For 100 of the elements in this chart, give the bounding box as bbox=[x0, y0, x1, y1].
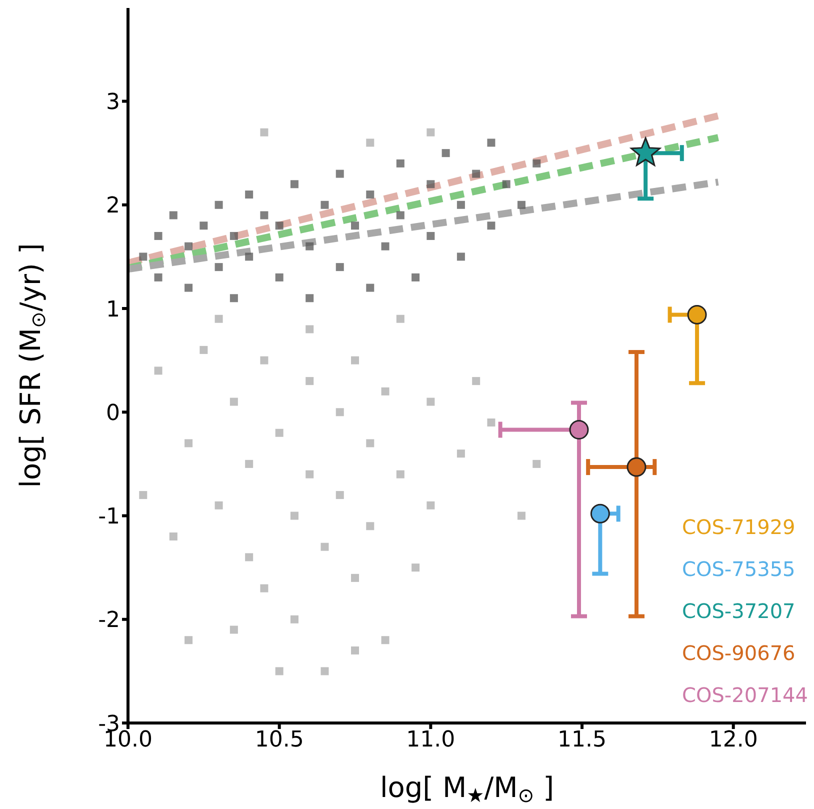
text: COS-90676 bbox=[682, 640, 796, 666]
point bbox=[245, 252, 254, 261]
text: COS-37207 bbox=[682, 598, 796, 624]
x-tick-label: 12.0 bbox=[708, 728, 758, 753]
y-tick-label: -1 bbox=[98, 504, 120, 530]
point bbox=[396, 470, 404, 478]
point bbox=[245, 553, 254, 562]
point bbox=[169, 532, 178, 540]
point bbox=[275, 273, 284, 282]
point bbox=[687, 304, 707, 324]
point bbox=[366, 522, 374, 530]
point bbox=[275, 428, 284, 437]
point bbox=[184, 439, 193, 448]
point bbox=[626, 457, 646, 477]
point bbox=[517, 512, 526, 520]
point bbox=[456, 252, 465, 261]
point bbox=[351, 356, 360, 364]
point bbox=[366, 190, 374, 199]
point bbox=[245, 190, 254, 199]
point bbox=[200, 222, 208, 230]
point bbox=[351, 646, 360, 654]
point bbox=[260, 356, 268, 364]
point bbox=[275, 222, 284, 230]
point bbox=[184, 284, 193, 292]
point bbox=[139, 491, 148, 500]
point bbox=[260, 128, 268, 136]
point bbox=[230, 232, 238, 240]
point bbox=[426, 180, 435, 188]
point bbox=[456, 450, 465, 458]
x-tick-label: 11.5 bbox=[558, 728, 607, 753]
point bbox=[396, 314, 404, 323]
point bbox=[336, 491, 344, 500]
point bbox=[472, 170, 480, 178]
point bbox=[154, 232, 162, 240]
point bbox=[456, 200, 465, 209]
point bbox=[154, 273, 162, 282]
point bbox=[336, 263, 344, 272]
point bbox=[275, 667, 284, 676]
point bbox=[260, 584, 268, 592]
point bbox=[290, 180, 298, 188]
y-tick-label: -2 bbox=[98, 608, 120, 634]
text: COS-75355 bbox=[682, 556, 796, 582]
point bbox=[230, 294, 238, 302]
point bbox=[200, 346, 208, 354]
point bbox=[532, 159, 541, 168]
point bbox=[184, 242, 193, 250]
point bbox=[502, 180, 510, 188]
point bbox=[487, 138, 496, 147]
point bbox=[517, 200, 526, 209]
point bbox=[412, 564, 420, 572]
point bbox=[532, 460, 541, 468]
point bbox=[426, 501, 435, 510]
point bbox=[381, 387, 390, 396]
y-tick-label: 1 bbox=[106, 297, 120, 322]
point bbox=[381, 636, 390, 644]
point bbox=[139, 252, 148, 261]
point bbox=[245, 460, 254, 468]
point bbox=[351, 222, 360, 230]
point bbox=[412, 273, 420, 282]
point bbox=[154, 366, 162, 375]
point bbox=[487, 222, 496, 230]
point bbox=[320, 542, 329, 551]
point bbox=[426, 398, 435, 406]
point bbox=[396, 211, 404, 220]
point bbox=[214, 200, 223, 209]
point bbox=[320, 200, 329, 209]
point bbox=[169, 211, 178, 220]
y-tick-label: 2 bbox=[106, 194, 120, 219]
point bbox=[306, 377, 314, 386]
point bbox=[290, 615, 298, 624]
point bbox=[230, 626, 238, 634]
point bbox=[487, 418, 496, 426]
x-tick-label: 10.5 bbox=[254, 728, 304, 753]
point bbox=[306, 325, 314, 334]
point bbox=[472, 377, 480, 386]
point bbox=[260, 211, 268, 220]
point bbox=[184, 636, 193, 644]
point bbox=[336, 408, 344, 416]
point bbox=[214, 314, 223, 323]
point bbox=[569, 420, 589, 440]
point bbox=[290, 512, 298, 520]
point bbox=[442, 149, 450, 158]
point bbox=[426, 128, 435, 136]
x-axis-title: log[ M$_{★}$/M$_{⊙}$ ] bbox=[380, 771, 554, 807]
point bbox=[306, 294, 314, 302]
point bbox=[366, 138, 374, 147]
point bbox=[320, 667, 329, 676]
point bbox=[381, 242, 390, 250]
point bbox=[366, 284, 374, 292]
point bbox=[396, 159, 404, 168]
point bbox=[351, 574, 360, 582]
x-tick-label: 11.0 bbox=[406, 728, 456, 753]
point bbox=[366, 439, 374, 448]
point bbox=[590, 504, 610, 524]
point bbox=[336, 170, 344, 178]
text: COS-71929 bbox=[682, 514, 796, 540]
point bbox=[230, 398, 238, 406]
point bbox=[214, 501, 223, 510]
y-tick-label: 0 bbox=[106, 400, 120, 426]
point bbox=[306, 470, 314, 478]
